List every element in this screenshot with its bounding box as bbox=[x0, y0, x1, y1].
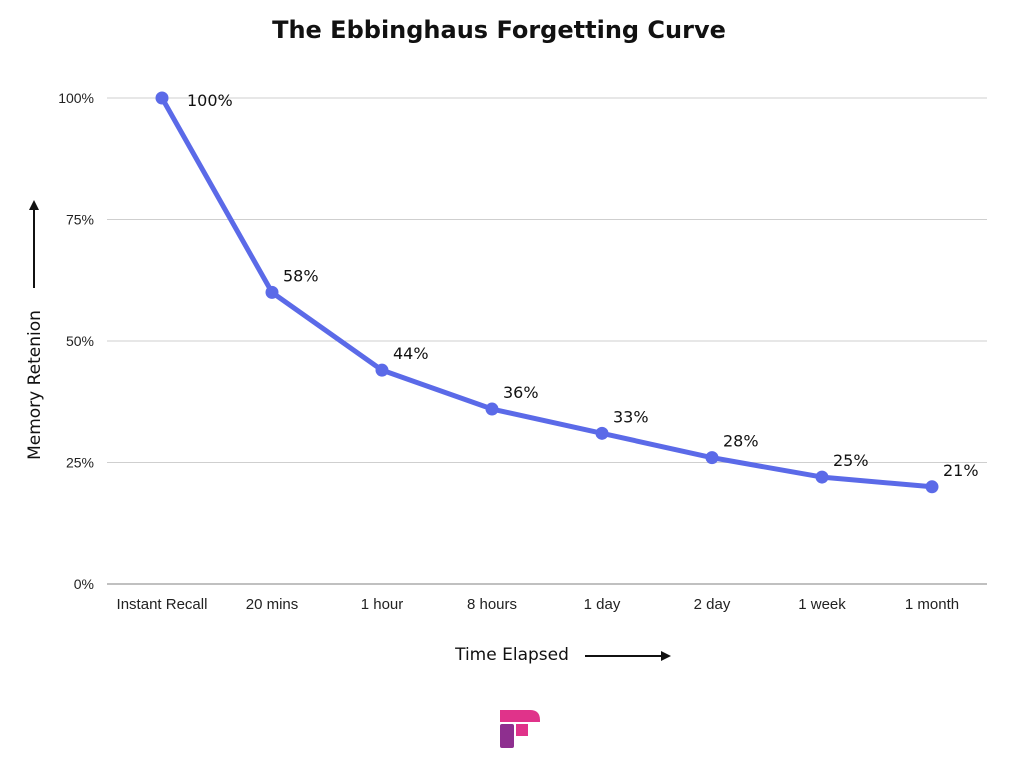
data-label: 58% bbox=[283, 266, 319, 285]
x-tick-label: 1 month bbox=[905, 596, 959, 613]
data-point bbox=[595, 426, 609, 440]
y-tick-label: 25% bbox=[66, 455, 94, 471]
data-labels: 100% 58% 44% 36% 33% 28% 25% 21% bbox=[187, 91, 979, 480]
gridlines bbox=[107, 97, 987, 585]
x-tick-label: 1 day bbox=[584, 596, 621, 613]
data-label: 100% bbox=[187, 91, 233, 110]
x-tick-label: 8 hours bbox=[467, 596, 517, 613]
logo-top-shape bbox=[500, 710, 540, 722]
y-tick-label: 100% bbox=[58, 90, 94, 106]
y-tick-label: 75% bbox=[66, 212, 94, 228]
data-label: 44% bbox=[393, 344, 429, 363]
data-point bbox=[265, 285, 279, 299]
x-axis-title: Time Elapsed bbox=[454, 645, 671, 665]
data-points bbox=[155, 91, 939, 494]
x-axis-label: Time Elapsed bbox=[454, 645, 569, 665]
data-point bbox=[705, 451, 719, 465]
x-tick-label: 2 day bbox=[694, 596, 731, 613]
data-label: 28% bbox=[723, 432, 759, 451]
x-tick-label: 20 mins bbox=[246, 596, 299, 613]
data-point bbox=[485, 402, 499, 416]
x-axis-ticks: Instant Recall 20 mins 1 hour 8 hours 1 day 2… bbox=[117, 596, 960, 613]
data-point bbox=[815, 470, 829, 484]
y-axis-title: Memory Retenion bbox=[25, 200, 45, 460]
y-tick-label: 0% bbox=[74, 576, 94, 592]
x-tick-label: 1 week bbox=[798, 596, 846, 613]
series-line bbox=[159, 95, 935, 490]
data-point bbox=[925, 480, 939, 494]
brand-logo bbox=[500, 710, 540, 748]
chart-title: The Ebbinghaus Forgetting Curve bbox=[272, 16, 726, 44]
x-tick-label: 1 hour bbox=[361, 596, 404, 613]
data-label: 33% bbox=[613, 407, 649, 426]
y-tick-label: 50% bbox=[66, 333, 94, 349]
y-axis-arrow-head bbox=[29, 200, 39, 210]
data-point bbox=[155, 91, 169, 105]
logo-mid-shape bbox=[516, 724, 528, 736]
y-axis-label: Memory Retenion bbox=[25, 310, 45, 460]
data-label: 21% bbox=[943, 461, 979, 480]
x-tick-label: Instant Recall bbox=[117, 596, 208, 613]
data-point bbox=[375, 363, 389, 377]
x-axis-arrow-head bbox=[661, 651, 671, 661]
logo-bottom-shape bbox=[500, 724, 514, 748]
data-label: 25% bbox=[833, 451, 869, 470]
series-polyline bbox=[159, 95, 935, 490]
y-axis-ticks: 0% 25% 50% 75% 100% bbox=[58, 90, 94, 592]
data-label: 36% bbox=[503, 383, 539, 402]
